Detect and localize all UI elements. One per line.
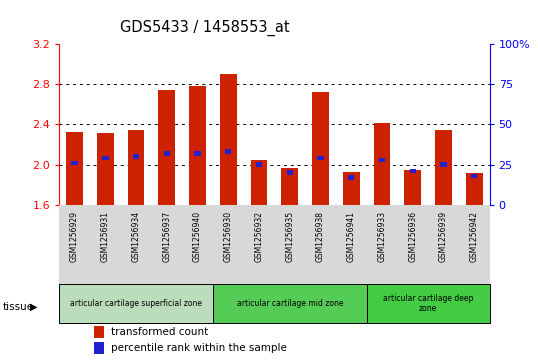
Bar xyxy=(409,169,416,174)
Bar xyxy=(373,123,391,205)
Bar xyxy=(440,162,447,167)
Bar xyxy=(256,162,262,167)
Bar xyxy=(225,150,231,154)
Bar xyxy=(281,168,298,205)
Bar xyxy=(164,151,170,156)
Text: GSM1256939: GSM1256939 xyxy=(439,211,448,262)
Bar xyxy=(471,174,477,178)
Bar xyxy=(435,130,452,205)
Text: GSM1256937: GSM1256937 xyxy=(162,211,171,262)
Bar xyxy=(189,86,206,205)
Text: GSM1256929: GSM1256929 xyxy=(70,211,79,262)
Bar xyxy=(128,130,145,205)
Text: GSM1256938: GSM1256938 xyxy=(316,211,325,262)
Bar xyxy=(366,284,490,323)
Text: GSM1256936: GSM1256936 xyxy=(408,211,417,262)
Text: GSM1256935: GSM1256935 xyxy=(285,211,294,262)
Text: articular cartilage superficial zone: articular cartilage superficial zone xyxy=(70,299,202,308)
Text: GSM1256940: GSM1256940 xyxy=(193,211,202,262)
Bar xyxy=(94,342,104,354)
Bar xyxy=(158,90,175,205)
Bar xyxy=(213,284,366,323)
Bar xyxy=(466,173,483,205)
Text: GSM1256931: GSM1256931 xyxy=(101,211,110,262)
Text: articular cartilage mid zone: articular cartilage mid zone xyxy=(237,299,343,308)
Text: GSM1256933: GSM1256933 xyxy=(378,211,386,262)
Bar xyxy=(287,171,293,175)
Bar xyxy=(317,156,324,160)
Text: GDS5433 / 1458553_at: GDS5433 / 1458553_at xyxy=(119,20,289,36)
Text: ▶: ▶ xyxy=(30,302,37,312)
Bar xyxy=(66,132,83,205)
Bar xyxy=(133,154,139,159)
Bar xyxy=(251,160,267,205)
Text: GSM1256941: GSM1256941 xyxy=(346,211,356,262)
Text: GSM1256942: GSM1256942 xyxy=(470,211,479,262)
Bar xyxy=(404,170,421,205)
Bar xyxy=(97,133,114,205)
Text: GSM1256932: GSM1256932 xyxy=(254,211,264,262)
Bar xyxy=(94,326,104,338)
Text: articular cartilage deep
zone: articular cartilage deep zone xyxy=(383,294,473,313)
Text: tissue: tissue xyxy=(3,302,34,312)
Bar xyxy=(348,175,355,180)
Text: percentile rank within the sample: percentile rank within the sample xyxy=(111,343,287,353)
Text: GSM1256934: GSM1256934 xyxy=(131,211,140,262)
Bar xyxy=(379,158,385,162)
Bar xyxy=(220,74,237,205)
Text: GSM1256930: GSM1256930 xyxy=(224,211,233,262)
Bar xyxy=(59,284,213,323)
Bar xyxy=(312,92,329,205)
Text: transformed count: transformed count xyxy=(111,327,208,337)
Bar xyxy=(194,151,201,156)
Bar xyxy=(343,172,360,205)
Bar xyxy=(102,156,109,160)
Bar xyxy=(72,161,78,165)
